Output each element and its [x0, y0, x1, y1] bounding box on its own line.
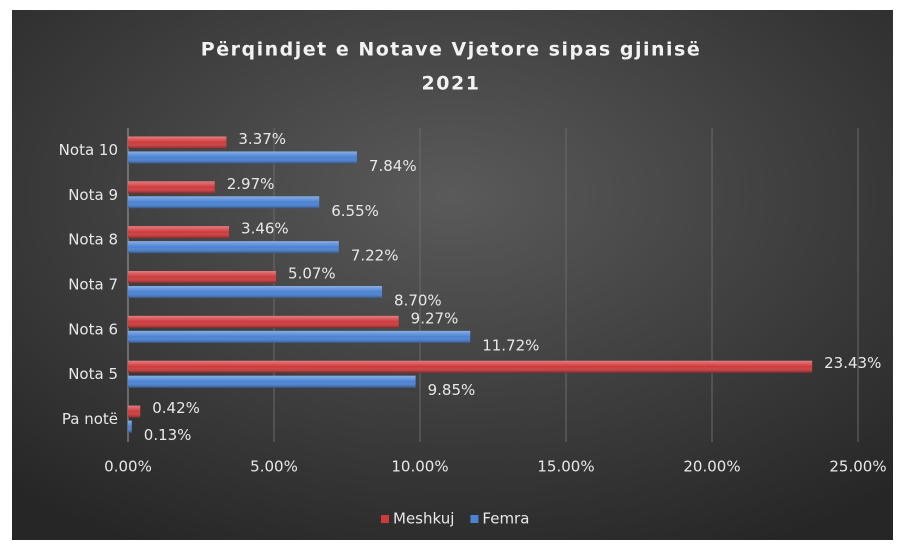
y-tick-label: Nota 7	[68, 276, 118, 294]
bar-shade	[128, 271, 277, 283]
data-label: 6.55%	[331, 202, 379, 220]
bar-shade	[128, 181, 215, 194]
y-tick-label: Pa notë	[62, 410, 118, 428]
x-tick-label: 20.00%	[683, 458, 740, 476]
bar-shade	[128, 136, 227, 149]
bar-shade	[128, 286, 383, 298]
bar-shade	[128, 330, 471, 343]
data-label: 3.37%	[238, 130, 286, 148]
y-tick-label: Nota 10	[59, 141, 118, 159]
legend-label: Femra	[482, 510, 529, 528]
y-tick-label: Nota 8	[68, 231, 118, 249]
data-label: 9.85%	[428, 381, 476, 399]
legend-label: Meshkuj	[393, 510, 454, 528]
x-tick-label: 10.00%	[391, 458, 448, 476]
x-tick-label: 25.00%	[829, 458, 886, 476]
bar-shade	[128, 226, 230, 239]
chart-title: Përqindjet e Notave Vjetore sipas gjinis…	[201, 39, 701, 61]
bar-shade	[128, 420, 132, 433]
data-label: 23.43%	[824, 354, 881, 372]
y-tick-label: Nota 5	[68, 365, 118, 383]
data-label: 8.70%	[394, 292, 442, 310]
data-label: 9.27%	[411, 309, 459, 327]
bar-shade	[128, 360, 813, 373]
bar-shade	[128, 151, 357, 164]
data-label: 7.84%	[369, 157, 417, 175]
y-tick-label: Nota 6	[68, 320, 118, 338]
x-tick-label: 15.00%	[537, 458, 594, 476]
y-tick-label: Nota 9	[68, 186, 118, 204]
bar-shade	[128, 375, 416, 388]
x-tick-label: 0.00%	[104, 458, 152, 476]
data-label: 7.22%	[351, 247, 399, 265]
data-label: 11.72%	[482, 336, 539, 354]
data-label: 0.13%	[144, 426, 192, 444]
data-label: 5.07%	[288, 265, 336, 283]
data-label: 2.97%	[227, 175, 275, 193]
legend-swatch	[381, 515, 389, 523]
bar-shade	[128, 241, 339, 254]
chart-subtitle: 2021	[422, 73, 481, 95]
legend-swatch	[470, 515, 479, 523]
x-tick-label: 5.00%	[250, 458, 298, 476]
data-label: 0.42%	[152, 399, 200, 417]
bar-shade	[128, 196, 320, 209]
bar-shade	[128, 405, 141, 418]
data-label: 3.46%	[241, 220, 289, 238]
bar-shade	[128, 315, 399, 328]
